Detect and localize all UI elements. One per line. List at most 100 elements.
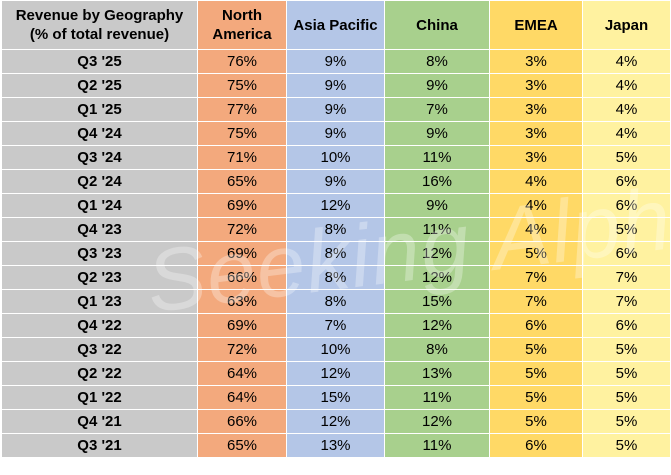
table-row: Q2 '25 75% 9% 9% 3% 4% — [1, 73, 671, 98]
japan-cell: 7% — [582, 289, 671, 314]
period-cell: Q4 '22 — [1, 313, 198, 338]
north-america-cell: 69% — [197, 193, 287, 218]
asia-pacific-cell: 8% — [286, 217, 385, 242]
japan-cell: 6% — [582, 169, 671, 194]
emea-cell: 7% — [489, 289, 583, 314]
north-america-cell: 64% — [197, 361, 287, 386]
asia-pacific-cell: 15% — [286, 385, 385, 410]
asia-pacific-cell: 9% — [286, 49, 385, 74]
north-america-cell: 76% — [197, 49, 287, 74]
revenue-by-geography-table: Revenue by Geography (% of total revenue… — [1, 0, 671, 458]
north-america-cell: 63% — [197, 289, 287, 314]
japan-cell: 5% — [582, 337, 671, 362]
emea-cell: 4% — [489, 169, 583, 194]
period-cell: Q1 '22 — [1, 385, 198, 410]
emea-cell: 5% — [489, 385, 583, 410]
japan-cell: 5% — [582, 433, 671, 458]
emea-cell: 5% — [489, 409, 583, 434]
china-cell: 11% — [384, 385, 490, 410]
period-cell: Q1 '23 — [1, 289, 198, 314]
emea-cell: 3% — [489, 73, 583, 98]
table-row: Q1 '25 77% 9% 7% 3% 4% — [1, 97, 671, 122]
table-title-header: Revenue by Geography (% of total revenue… — [1, 0, 198, 50]
table-row: Q3 '25 76% 9% 8% 3% 4% — [1, 49, 671, 74]
emea-cell: 7% — [489, 265, 583, 290]
china-header: China — [384, 0, 490, 50]
china-cell: 9% — [384, 121, 490, 146]
period-cell: Q1 '25 — [1, 97, 198, 122]
emea-cell: 5% — [489, 361, 583, 386]
japan-cell: 4% — [582, 97, 671, 122]
china-cell: 12% — [384, 313, 490, 338]
emea-cell: 3% — [489, 145, 583, 170]
period-cell: Q3 '23 — [1, 241, 198, 266]
asia-pacific-cell: 8% — [286, 289, 385, 314]
china-cell: 12% — [384, 265, 490, 290]
period-cell: Q3 '25 — [1, 49, 198, 74]
table-row: Q3 '21 65% 13% 11% 6% 5% — [1, 433, 671, 458]
asia-pacific-cell: 10% — [286, 145, 385, 170]
emea-cell: 6% — [489, 313, 583, 338]
japan-cell: 5% — [582, 145, 671, 170]
japan-header: Japan — [582, 0, 671, 50]
china-cell: 9% — [384, 73, 490, 98]
north-america-cell: 65% — [197, 433, 287, 458]
period-cell: Q3 '24 — [1, 145, 198, 170]
table-row: Q2 '23 66% 8% 12% 7% 7% — [1, 265, 671, 290]
table-row: Q4 '21 66% 12% 12% 5% 5% — [1, 409, 671, 434]
japan-cell: 4% — [582, 73, 671, 98]
asia-pacific-cell: 9% — [286, 73, 385, 98]
north-america-cell: 66% — [197, 409, 287, 434]
japan-cell: 5% — [582, 409, 671, 434]
china-cell: 12% — [384, 241, 490, 266]
north-america-header: North America — [197, 0, 287, 50]
asia-pacific-cell: 8% — [286, 241, 385, 266]
table-row: Q3 '23 69% 8% 12% 5% 6% — [1, 241, 671, 266]
north-america-cell: 66% — [197, 265, 287, 290]
north-america-cell: 72% — [197, 337, 287, 362]
china-cell: 11% — [384, 145, 490, 170]
north-america-cell: 64% — [197, 385, 287, 410]
asia-pacific-cell: 13% — [286, 433, 385, 458]
table-row: Q3 '22 72% 10% 8% 5% 5% — [1, 337, 671, 362]
china-cell: 16% — [384, 169, 490, 194]
title-line-2: (% of total revenue) — [29, 26, 170, 43]
period-cell: Q3 '22 — [1, 337, 198, 362]
china-cell: 15% — [384, 289, 490, 314]
period-cell: Q4 '21 — [1, 409, 198, 434]
table-row: Q2 '22 64% 12% 13% 5% 5% — [1, 361, 671, 386]
period-cell: Q1 '24 — [1, 193, 198, 218]
period-cell: Q2 '22 — [1, 361, 198, 386]
emea-cell: 6% — [489, 433, 583, 458]
emea-cell: 3% — [489, 49, 583, 74]
japan-cell: 5% — [582, 385, 671, 410]
north-america-cell: 72% — [197, 217, 287, 242]
japan-cell: 6% — [582, 193, 671, 218]
table-row: Q4 '24 75% 9% 9% 3% 4% — [1, 121, 671, 146]
asia-pacific-cell: 7% — [286, 313, 385, 338]
title-line-1: Revenue by Geography — [15, 7, 184, 24]
north-america-cell: 69% — [197, 313, 287, 338]
period-cell: Q4 '24 — [1, 121, 198, 146]
asia-pacific-cell: 9% — [286, 169, 385, 194]
china-cell: 11% — [384, 433, 490, 458]
table-row: Q4 '23 72% 8% 11% 4% 5% — [1, 217, 671, 242]
emea-cell: 5% — [489, 241, 583, 266]
china-cell: 13% — [384, 361, 490, 386]
asia-pacific-cell: 12% — [286, 409, 385, 434]
north-america-header-line-2: America — [212, 26, 272, 43]
period-cell: Q3 '21 — [1, 433, 198, 458]
table-row: Q2 '24 65% 9% 16% 4% 6% — [1, 169, 671, 194]
table-row: Q4 '22 69% 7% 12% 6% 6% — [1, 313, 671, 338]
japan-cell: 7% — [582, 265, 671, 290]
table-row: Q3 '24 71% 10% 11% 3% 5% — [1, 145, 671, 170]
china-cell: 9% — [384, 193, 490, 218]
emea-cell: 3% — [489, 121, 583, 146]
asia-pacific-cell: 8% — [286, 265, 385, 290]
header-row: Revenue by Geography (% of total revenue… — [1, 0, 671, 50]
japan-cell: 5% — [582, 217, 671, 242]
emea-cell: 4% — [489, 217, 583, 242]
japan-cell: 5% — [582, 361, 671, 386]
asia-pacific-cell: 10% — [286, 337, 385, 362]
